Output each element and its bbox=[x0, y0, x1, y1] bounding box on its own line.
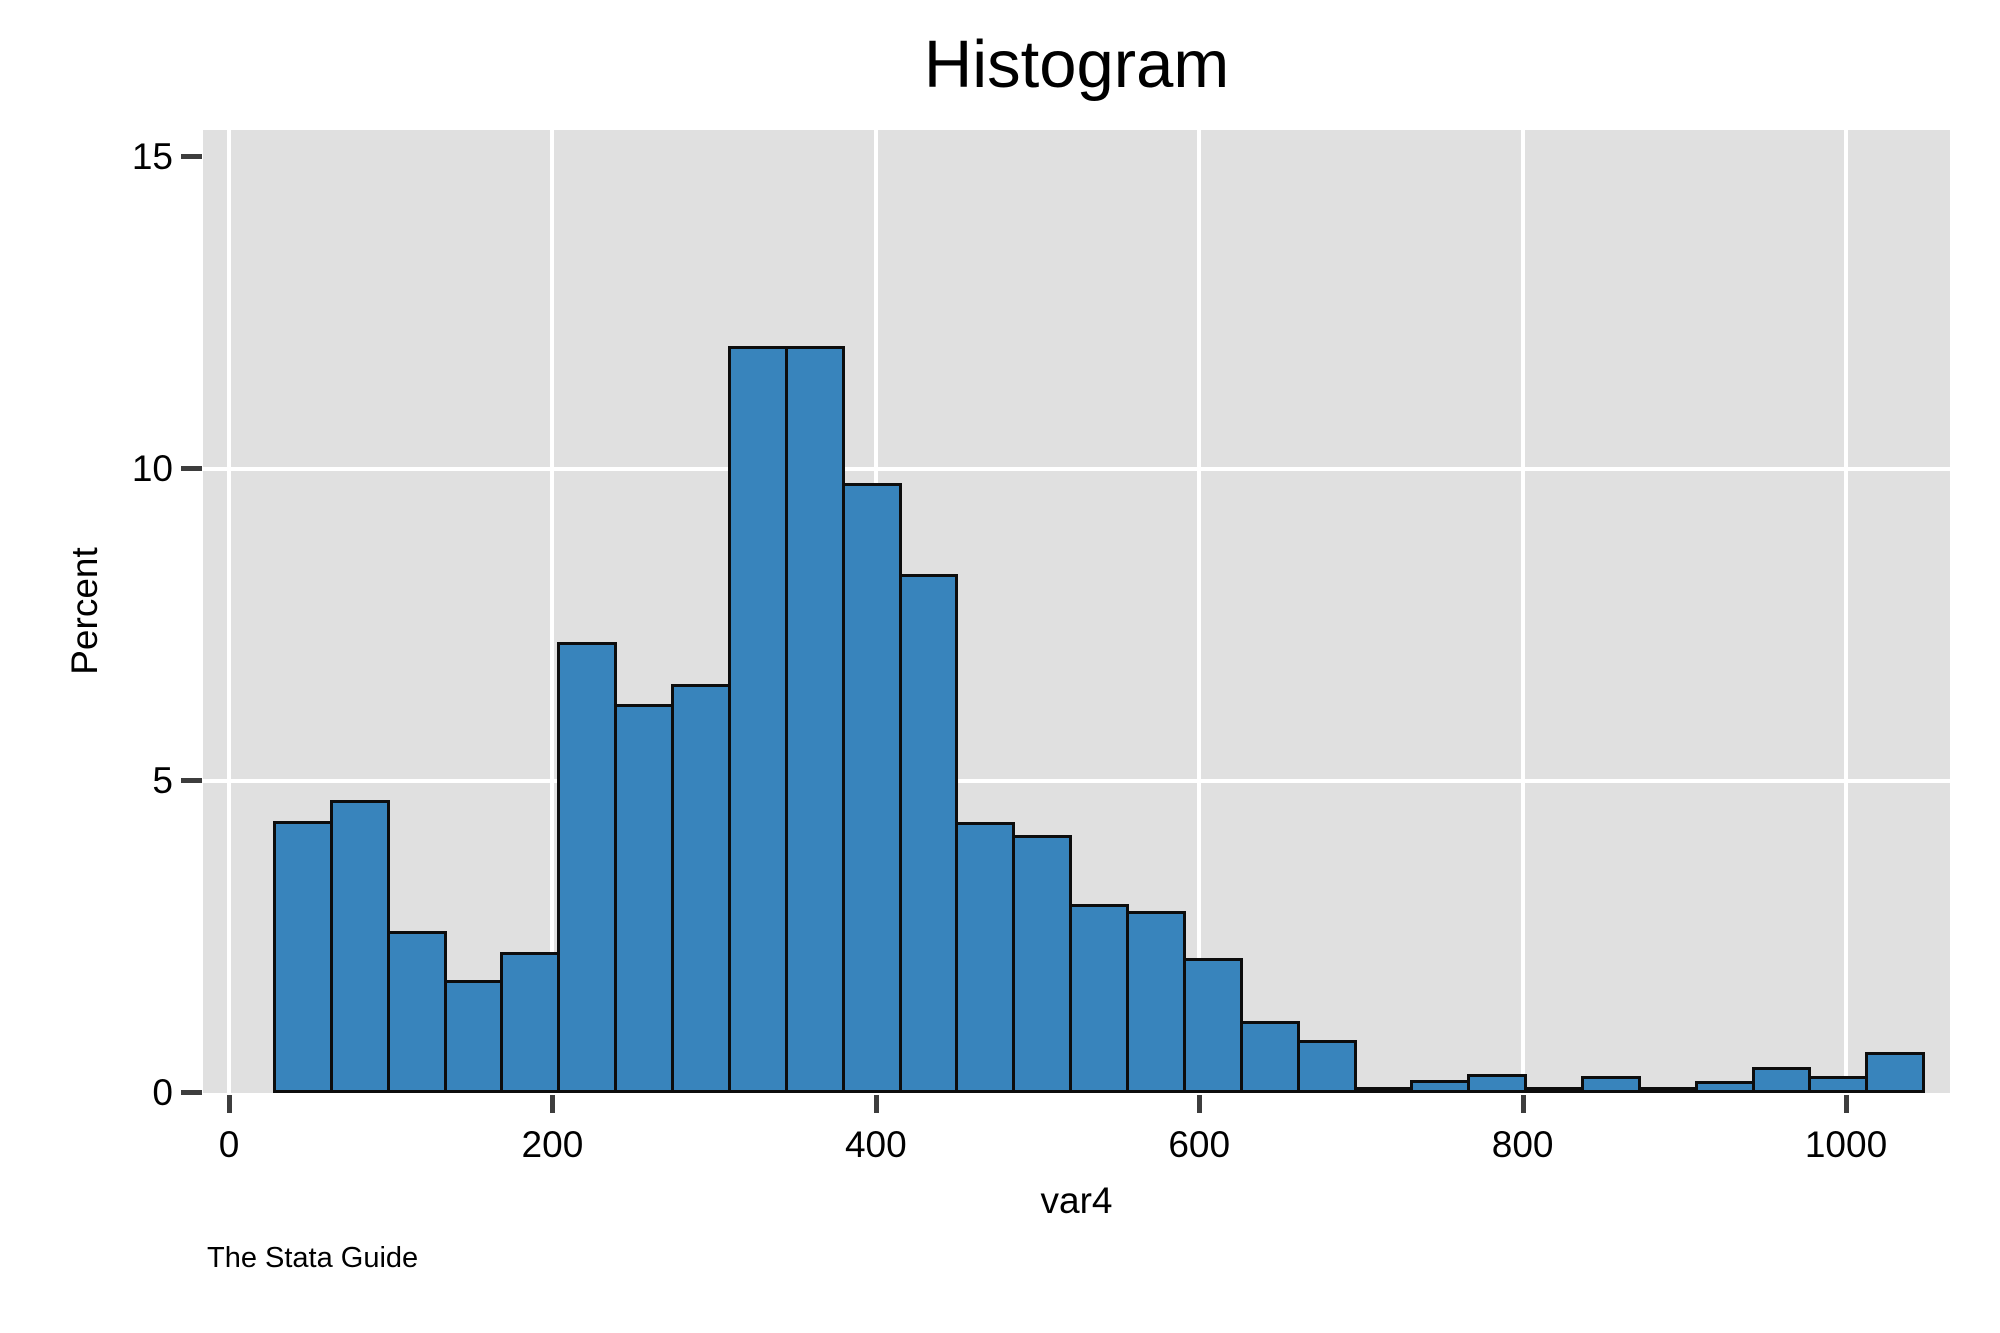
histogram-bar bbox=[671, 683, 731, 1093]
x-tick-0 bbox=[227, 1095, 233, 1113]
gridline-x-600 bbox=[1197, 130, 1202, 1093]
y-tick-label-10: 10 bbox=[131, 447, 173, 489]
x-tick-label-600: 600 bbox=[1168, 1124, 1231, 1165]
histogram-bar bbox=[898, 573, 959, 1093]
y-tick-5 bbox=[181, 777, 202, 783]
histogram-bar bbox=[1694, 1081, 1755, 1093]
gridline-x-1000 bbox=[1844, 130, 1849, 1093]
x-tick-600 bbox=[1197, 1095, 1203, 1113]
y-tick-10 bbox=[181, 465, 202, 471]
x-tick-label-800: 800 bbox=[1491, 1124, 1554, 1165]
histogram-bar bbox=[329, 800, 390, 1093]
x-tick-200 bbox=[550, 1095, 556, 1113]
histogram-bar bbox=[1865, 1052, 1926, 1093]
x-tick-label-1000: 1000 bbox=[1804, 1124, 1888, 1165]
histogram-bar bbox=[1182, 957, 1243, 1093]
chart-title: Histogram bbox=[923, 27, 1230, 102]
histogram-bar bbox=[1012, 834, 1073, 1093]
y-axis-title: Percent bbox=[64, 547, 105, 675]
y-tick-label-0: 0 bbox=[152, 1072, 173, 1113]
gridline-x-0 bbox=[227, 130, 232, 1093]
histogram-bar bbox=[727, 345, 788, 1093]
histogram-bar bbox=[614, 704, 675, 1093]
plot-area bbox=[203, 130, 1950, 1093]
x-tick-400 bbox=[873, 1095, 879, 1113]
gridline-x-200 bbox=[550, 130, 555, 1093]
histogram-bar bbox=[557, 641, 618, 1093]
x-axis-title: var4 bbox=[1040, 1180, 1113, 1221]
histogram-bar bbox=[273, 820, 333, 1093]
histogram-bar bbox=[841, 483, 902, 1093]
histogram-bar bbox=[443, 980, 504, 1093]
histogram-bar bbox=[1751, 1067, 1812, 1093]
histogram-bar bbox=[1296, 1039, 1357, 1093]
x-tick-1000 bbox=[1844, 1095, 1850, 1113]
histogram-bar bbox=[1239, 1020, 1300, 1093]
gridline-y-5 bbox=[203, 778, 1950, 783]
histogram-bar bbox=[1069, 903, 1130, 1093]
histogram-bar bbox=[1581, 1076, 1641, 1093]
histogram-bar bbox=[1808, 1076, 1869, 1093]
histogram-bar bbox=[1637, 1087, 1698, 1093]
x-tick-label-200: 200 bbox=[521, 1124, 584, 1165]
x-tick-800 bbox=[1520, 1095, 1526, 1113]
histogram-bar bbox=[386, 930, 447, 1093]
histogram-bar bbox=[1467, 1074, 1528, 1093]
histogram-bar bbox=[500, 951, 561, 1093]
gridline-y-10 bbox=[203, 466, 1950, 471]
y-tick-label-15: 15 bbox=[131, 135, 173, 177]
x-tick-label-400: 400 bbox=[844, 1124, 907, 1165]
y-tick-15 bbox=[181, 153, 202, 159]
y-tick-0 bbox=[181, 1090, 202, 1095]
histogram-bar bbox=[1126, 910, 1186, 1093]
histogram-bar bbox=[1410, 1079, 1471, 1093]
histogram-bar bbox=[1353, 1087, 1414, 1093]
histogram-bar bbox=[784, 345, 845, 1093]
histogram-bar bbox=[955, 821, 1016, 1093]
histogram-bar bbox=[1524, 1087, 1584, 1093]
x-tick-label-0: 0 bbox=[218, 1124, 240, 1165]
watermark-caption: The Stata Guide bbox=[207, 1242, 419, 1274]
y-tick-label-5: 5 bbox=[152, 759, 173, 801]
gridline-x-800 bbox=[1520, 130, 1525, 1093]
